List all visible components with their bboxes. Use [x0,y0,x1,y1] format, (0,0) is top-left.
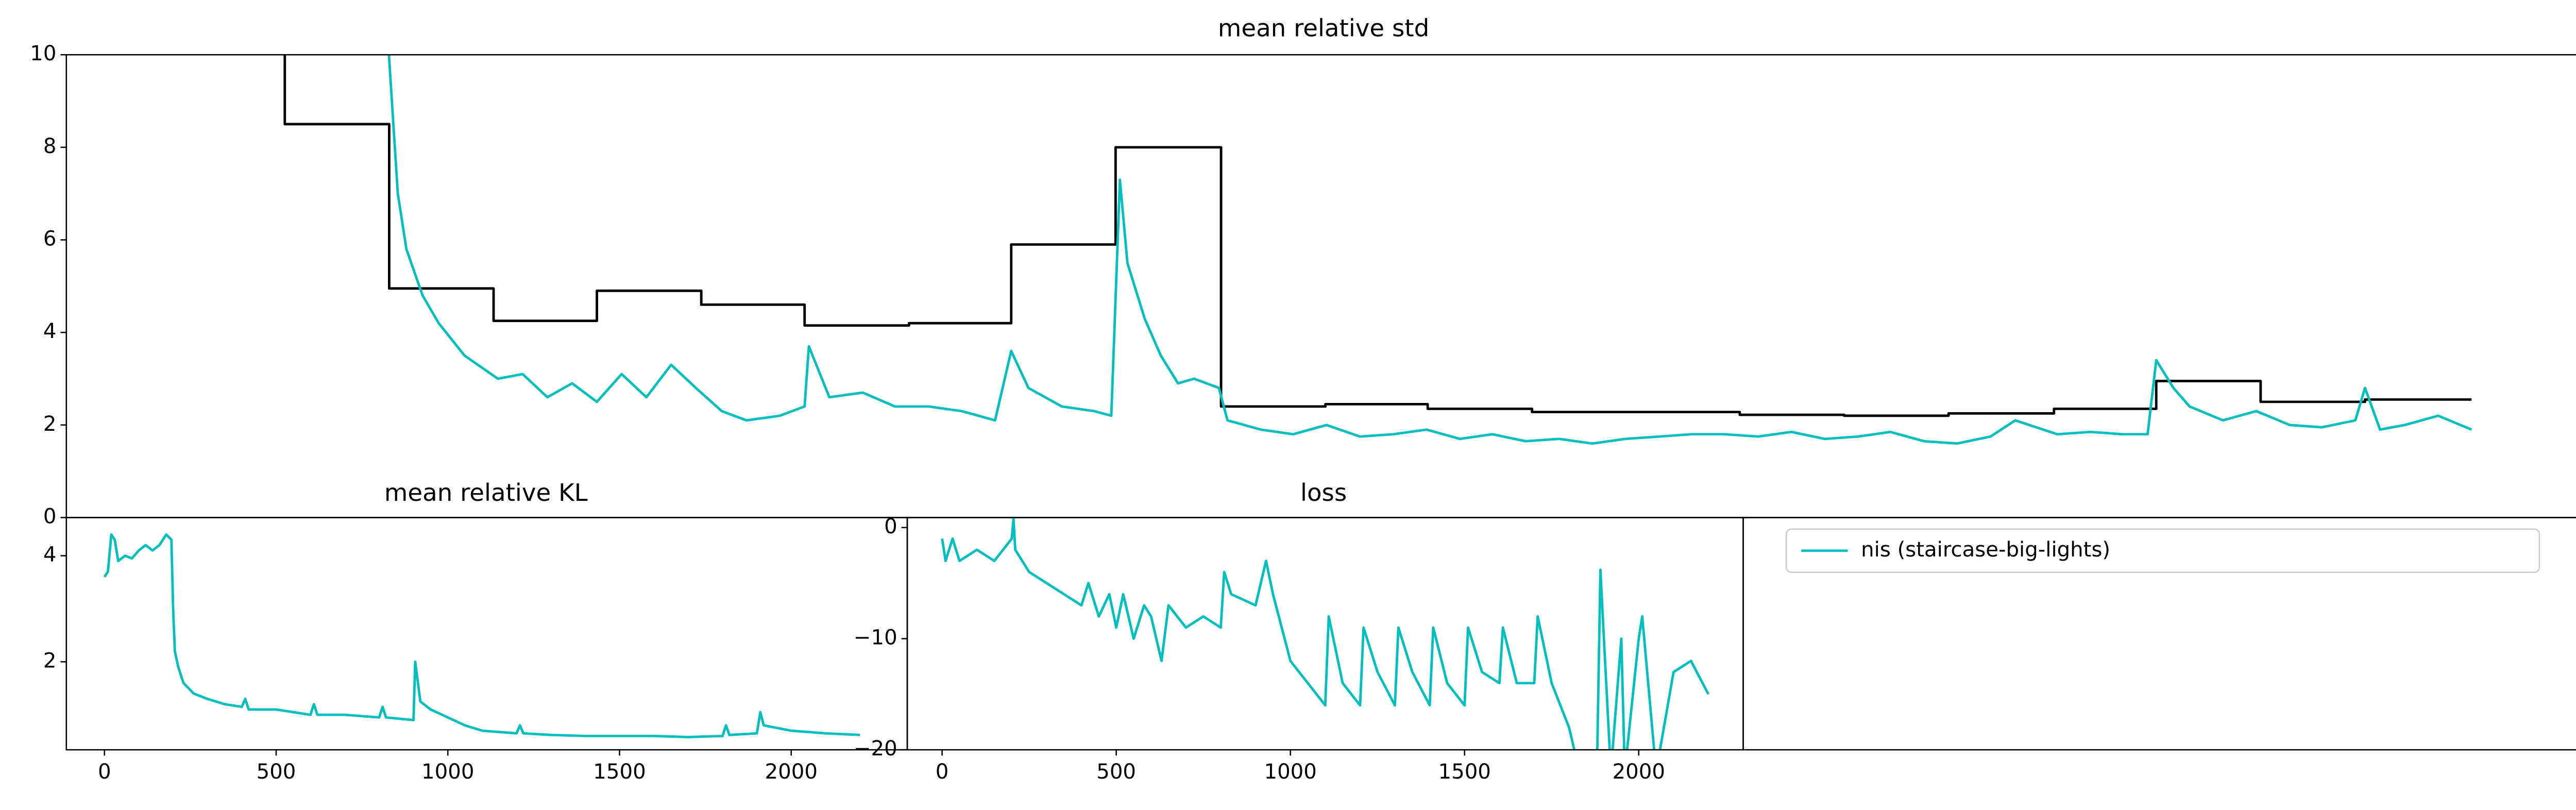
y-tick-label: 8 [43,134,57,158]
x-tick-label: 2000 [765,760,818,784]
y-tick-label: 2 [43,412,57,436]
data-line [283,55,2472,417]
data-line [103,533,860,738]
y-tick-label: 4 [43,543,57,567]
x-tick-label: 1500 [593,760,646,784]
y-tick-label: 10 [30,42,56,65]
y-tick-label: 4 [43,319,57,343]
x-tick-label: 1000 [421,760,474,784]
y-tick-label: 0 [884,515,897,538]
axes-frame [906,517,1744,751]
y-tick-label: −10 [854,626,897,649]
x-tick-label: 1000 [1264,760,1316,784]
x-tick-label: 500 [257,760,296,784]
legend-label: nis (staircase-big-lights) [1861,538,2110,562]
chart-title: mean relative std [1218,14,1429,42]
y-tick-label: 0 [43,504,57,528]
axes-frame [65,517,908,751]
chart-title: mean relative KL [384,479,588,507]
x-tick-label: 1500 [1438,760,1491,784]
x-tick-label: 2000 [1613,760,1665,784]
y-tick-label: 6 [43,227,57,251]
axes-frame [65,54,2576,518]
y-tick-label: −20 [854,737,897,761]
y-tick-label: 2 [43,649,57,672]
data-line [941,517,1710,750]
chart-title: loss [1300,479,1347,507]
data-line [387,55,2472,445]
x-tick-label: 500 [1096,760,1136,784]
legend-panel [1742,517,2576,751]
x-tick-label: 0 [936,760,949,784]
legend-box [1785,528,2540,573]
x-tick-label: 0 [98,760,111,784]
